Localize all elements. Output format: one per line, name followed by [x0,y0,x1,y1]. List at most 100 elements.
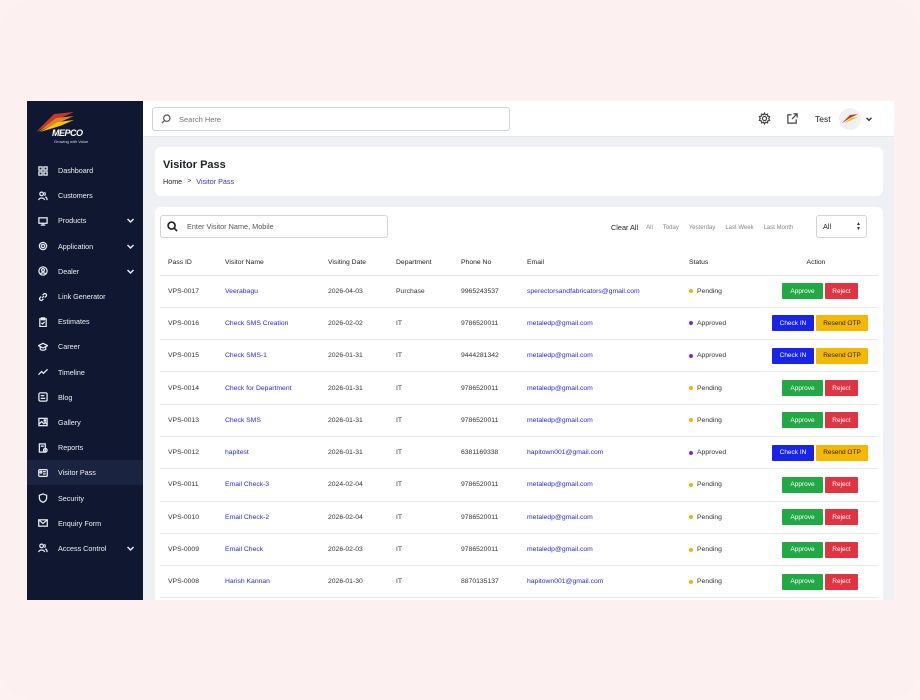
filter-last-month[interactable]: Last Month [763,224,794,231]
visitor-name-link[interactable]: Veerabagu [217,275,320,308]
department: IT [388,468,453,502]
email-link[interactable]: metaledp@gmail.com [519,339,681,373]
chevron-down-icon[interactable] [126,267,135,276]
table-row: VPS-0016 Check SMS Creation 2026-02-02 IT 97… [160,307,878,341]
filter-all[interactable]: All [646,224,653,231]
visiting-date: 2026-01-30 [320,565,388,599]
approve-button[interactable]: Approve [782,412,823,429]
table-row: VPS-0014 Check for Department 2026-01-31 IT… [160,371,878,405]
column-header-visitor-name: Visitor Name [217,251,320,276]
status-cell: Approved [681,339,754,373]
reject-button[interactable]: Reject [825,476,858,493]
sidebar-item-gallery[interactable]: Gallery [27,410,143,435]
visitor-name-link[interactable]: Check for Department [217,371,320,405]
check-in-button[interactable]: Check IN [772,444,814,461]
visitor-name-link[interactable]: Email Check-3 [217,468,320,502]
phone-no: 8870135137 [453,565,519,599]
email-link[interactable]: metaledp@gmail.com [519,371,681,405]
approve-button[interactable]: Approve [782,573,823,590]
status-select-value: All [823,222,832,231]
approve-button[interactable]: Approve [782,541,823,558]
email-link[interactable]: metaledp@gmail.com [519,404,681,437]
external-link-icon[interactable] [786,112,800,126]
chevron-down-icon[interactable] [126,544,135,553]
approve-button[interactable]: Approve [782,476,823,493]
global-search[interactable] [152,107,510,131]
global-search-input[interactable] [179,114,479,124]
action-cell: Approve Reject [754,565,878,599]
resend-otp-button[interactable]: Resend OTP [816,444,868,461]
sidebar-nav: Dashboard Customers Products Application Dea… [27,158,143,561]
sidebar-item-estimates[interactable]: Estimates [27,309,143,334]
email-link[interactable]: metaledp@gmail.com [519,501,681,534]
filter-today[interactable]: Today [662,224,679,231]
sidebar-item-reports[interactable]: Reports [27,435,143,460]
chevron-down-icon[interactable] [126,216,135,225]
reject-button[interactable]: Reject [825,573,858,590]
visitor-name-link[interactable]: Check SMS Creation [217,307,320,341]
email-link[interactable]: sperectorsandfabricators@gmail.com [519,275,681,308]
visitor-name-link[interactable]: Email Check [217,533,320,567]
approve-button[interactable]: Approve [782,283,823,300]
sidebar-item-visitor-pass[interactable]: Visitor Pass [27,460,143,486]
pass-id: VPS-0008 [160,565,217,599]
settings-gear-icon[interactable] [758,111,772,126]
email-link[interactable]: hapitown001@gmail.com [519,565,681,599]
email-link[interactable]: metaledp@gmail.com [519,533,681,567]
approve-button[interactable]: Approve [782,380,823,397]
sidebar-item-application[interactable]: Application [27,234,143,259]
status-dot-icon [689,515,693,520]
clear-all-button[interactable]: Clear All [611,223,639,232]
approve-button[interactable]: Approve [782,509,823,526]
breadcrumb-current: Visitor Pass [196,177,235,186]
sidebar-item-customers[interactable]: Customers [27,183,143,208]
resend-otp-button[interactable]: Resend OTP [816,347,868,364]
sidebar-item-career[interactable]: Career [27,334,143,359]
reject-button[interactable]: Reject [825,541,858,558]
reject-button[interactable]: Reject [825,509,858,526]
column-header-email: Email [519,251,681,276]
action-cell: Approve Reject [754,275,878,308]
visitor-search-input[interactable] [187,222,377,231]
user-menu[interactable]: Test [815,107,873,131]
sidebar-item-access-control[interactable]: Access Control [27,536,143,561]
sidebar-item-label: Blog [58,392,73,402]
sidebar-item-dashboard[interactable]: Dashboard [27,158,143,183]
sidebar-item-enquiry-form[interactable]: Enquiry Form [27,511,143,536]
visiting-date: 2026-04-03 [320,275,388,308]
sidebar-item-products[interactable]: Products [27,208,143,233]
check-in-button[interactable]: Check IN [772,315,814,332]
check-in-button[interactable]: Check IN [772,347,814,364]
resend-otp-button[interactable]: Resend OTP [816,315,868,332]
email-link[interactable]: metaledp@gmail.com [519,468,681,502]
sidebar-item-link-generator[interactable]: Link Generator [27,284,143,309]
logo[interactable]: MEPCO Growing with Value [36,112,96,148]
trend-icon [37,367,48,378]
chevron-down-icon[interactable] [126,242,135,251]
filter-last-week[interactable]: Last Week [725,224,754,231]
sidebar-item-dealer[interactable]: Dealer [27,259,143,284]
status-badge: Pending [689,385,754,392]
action-cell: Approve Reject [754,468,878,502]
visitor-name-link[interactable]: Harish Kannan [217,565,320,599]
status-select[interactable]: All ▲ ▼ [816,215,867,238]
column-header-pass-id: Pass ID [160,251,217,276]
visitor-name-link[interactable]: Email Check-2 [217,501,320,534]
sidebar-item-blog[interactable]: Blog [27,385,143,410]
visitor-search[interactable] [160,215,388,238]
sidebar-item-security[interactable]: Security [27,485,143,510]
visitor-name-link[interactable]: hapitest [217,436,320,470]
table-row: VPS-0015 Check SMS-1 2026-01-31 IT 944428134… [160,339,878,373]
email-link[interactable]: hapitown001@gmail.com [519,436,681,470]
breadcrumb-home[interactable]: Home [163,177,183,186]
filter-yesterday[interactable]: Yesterday [688,224,716,231]
reject-button[interactable]: Reject [825,380,858,397]
email-link[interactable]: metaledp@gmail.com [519,307,681,341]
action-cell: Approve Reject [754,404,878,437]
reject-button[interactable]: Reject [825,283,858,300]
reject-button[interactable]: Reject [825,412,858,429]
visitor-name-link[interactable]: Check SMS [217,404,320,437]
table-row: VPS-0011 Email Check-3 2024-02-04 IT 9786520… [160,468,878,502]
sidebar-item-timeline[interactable]: Timeline [27,360,143,385]
visitor-name-link[interactable]: Check SMS-1 [217,339,320,373]
